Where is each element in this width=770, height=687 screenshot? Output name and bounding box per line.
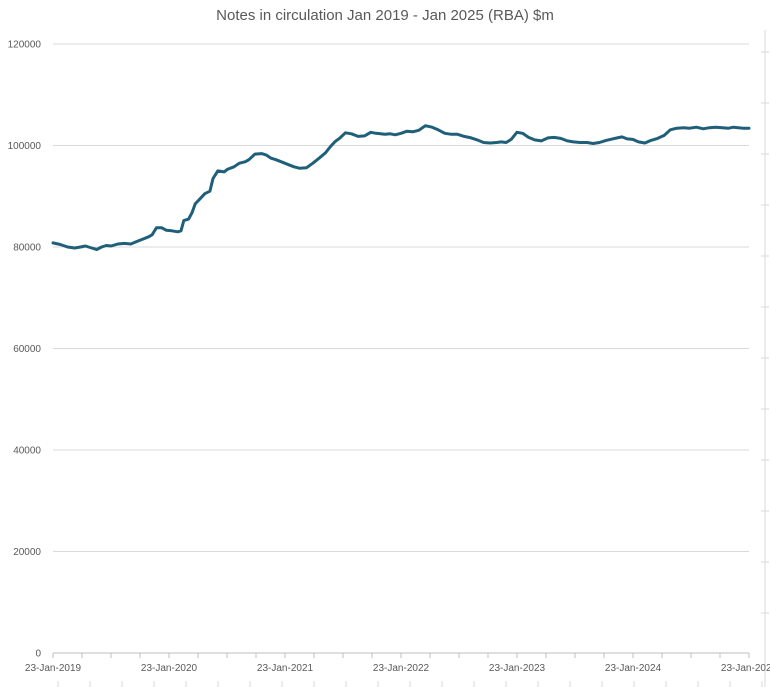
gridlines: [53, 30, 769, 687]
y-tick-label: 100000: [8, 141, 42, 152]
y-tick-label: 80000: [13, 243, 41, 254]
x-tick-label: 23-Jan-2019: [25, 663, 82, 674]
x-tick-label: 23-Jan-2025: [721, 663, 770, 674]
series-group: [51, 124, 751, 251]
x-tick-label: 23-Jan-2021: [257, 663, 314, 674]
x-tick-label: 23-Jan-2020: [141, 663, 198, 674]
x-axis: 23-Jan-2019 23-Jan-2020 23-Jan-2021 23-Jan-…: [25, 652, 770, 687]
y-axis-labels: 0 20000 40000 60000 80000 100000 120000: [8, 40, 42, 660]
x-tick-label: 23-Jan-2022: [373, 663, 430, 674]
x-tick-label: 23-Jan-2024: [605, 663, 662, 674]
y-tick-label: 0: [35, 649, 41, 660]
y-tick-label: 120000: [8, 40, 42, 51]
y-tick-label: 60000: [13, 344, 41, 355]
y-tick-label: 20000: [13, 547, 41, 558]
y-tick-label: 40000: [13, 446, 41, 457]
series-line: [51, 124, 751, 251]
x-tick-label: 23-Jan-2023: [489, 663, 546, 674]
chart-title: Notes in circulation Jan 2019 - Jan 2025…: [216, 7, 554, 24]
